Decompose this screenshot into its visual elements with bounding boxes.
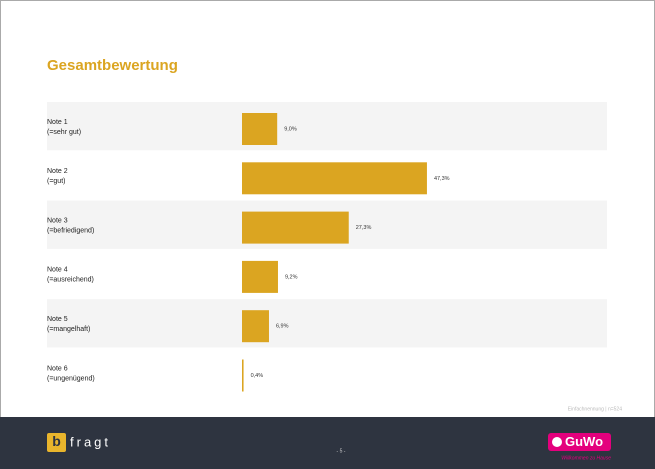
guwo-box: [548, 433, 611, 451]
value-label: 0,4%: [251, 373, 264, 379]
chart-title: Gesamtbewertung: [47, 57, 178, 74]
logo-text: fragt: [70, 434, 111, 449]
guwo-tagline: Willkommen zu Hause: [561, 455, 611, 461]
logo-mark-box: [47, 433, 66, 452]
category-note: (=mangelhaft): [47, 326, 90, 333]
bar: [242, 162, 427, 195]
row-background: [47, 299, 607, 348]
value-label: 9,2%: [285, 274, 298, 280]
category-note: (=sehr gut): [47, 129, 81, 136]
category-label: Note 2: [47, 168, 68, 175]
category-label: Note 1: [47, 119, 68, 126]
bar: [242, 310, 269, 343]
bar: [242, 359, 244, 392]
guwo-icon: [552, 437, 562, 447]
category-note: (=ausreichend): [47, 277, 94, 284]
value-label: 27,3%: [356, 225, 372, 231]
bar: [242, 211, 349, 244]
guwo-text: GuWo: [565, 434, 603, 449]
footnote: Einfachnennung | n=524: [568, 406, 622, 412]
value-label: 9,0%: [284, 126, 297, 132]
category-label: Note 5: [47, 316, 68, 323]
page-number: - 5 -: [337, 448, 346, 454]
value-label: 47,3%: [434, 176, 450, 182]
value-label: 6,9%: [276, 324, 289, 330]
category-label: Note 3: [47, 217, 68, 224]
category-label: Note 6: [47, 365, 68, 372]
bar: [242, 260, 278, 293]
bar: [242, 113, 278, 145]
category-note: (=befriedigend): [47, 227, 94, 234]
footer-band: [0, 417, 655, 469]
row-background: [47, 102, 607, 151]
logo-mark: b: [52, 433, 61, 449]
category-note: (=ungenügend): [47, 375, 95, 382]
category-label: Note 4: [47, 267, 68, 274]
category-note: (=gut): [47, 178, 65, 185]
